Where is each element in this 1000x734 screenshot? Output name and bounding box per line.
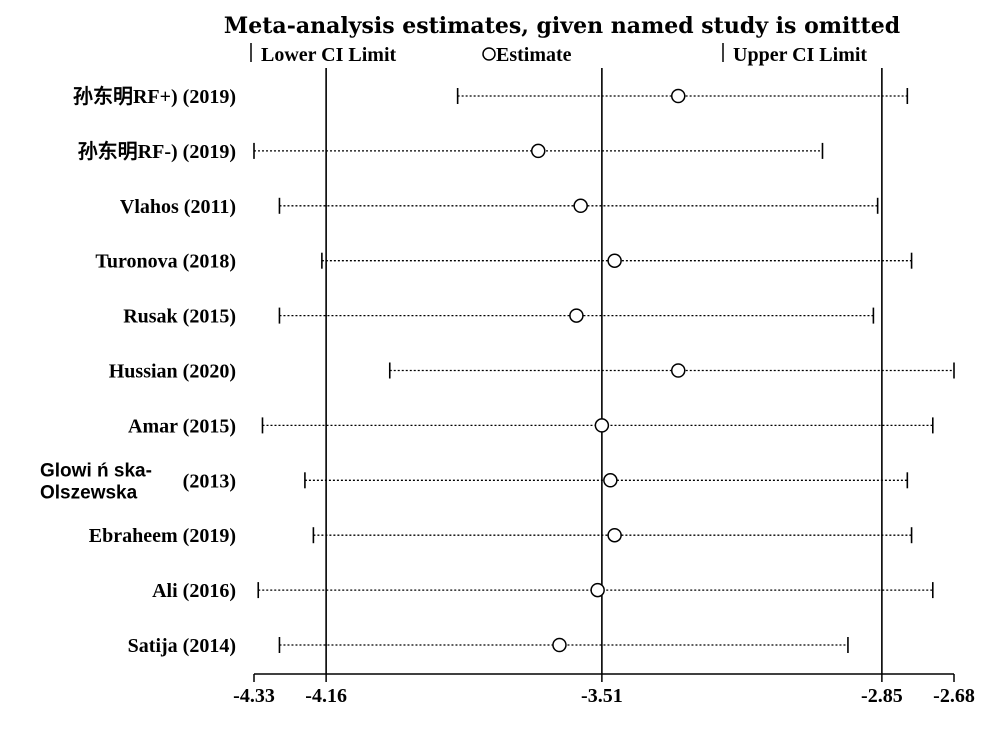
estimate-marker-9	[590, 582, 605, 598]
study-year-7: (2013)	[183, 470, 236, 492]
study-label-10: Satija (2014)	[128, 635, 236, 657]
study-label-8: Ebraheem (2019)	[89, 525, 236, 547]
study-label-4: Rusak (2015)	[123, 306, 236, 328]
x-tick-label-4: -2.68	[933, 685, 975, 707]
study-name-9: Ali	[152, 580, 183, 602]
study-year-6: (2015)	[183, 415, 236, 437]
estimate-marker-6	[594, 418, 610, 433]
study-label-5: Hussian (2020)	[109, 361, 236, 383]
study-label-1: 孙东明RF-) (2019)	[78, 139, 236, 163]
legend-upper-label: Upper CI Limit	[733, 44, 867, 66]
estimate-marker-2	[573, 198, 588, 214]
study-name-5: Hussian	[109, 361, 183, 383]
study-name-line-7-1: Olszewska	[40, 482, 138, 503]
study-year-0: (2019)	[183, 86, 236, 108]
study-year-3: (2018)	[183, 251, 236, 273]
estimate-marker-4	[569, 308, 584, 323]
estimate-marker-1	[530, 143, 546, 159]
x-tick-label-2: -3.51	[581, 685, 623, 707]
study-year-1: (2019)	[183, 141, 236, 163]
study-label-9: Ali (2016)	[152, 580, 236, 602]
study-name-1: 孙东明RF-)	[78, 139, 183, 163]
study-label-0: 孙东明RF+) (2019)	[73, 84, 236, 108]
legend-estimate-label: Estimate	[496, 44, 572, 66]
study-name-8: Ebraheem	[89, 525, 183, 547]
x-tick-label-1: -4.16	[305, 685, 347, 707]
study-label-2: Vlahos (2011)	[120, 196, 236, 218]
study-name-2: Vlahos	[120, 196, 184, 218]
study-name-line-7-0: Glowi ń ska-	[40, 460, 152, 481]
estimate-marker-0	[670, 88, 686, 104]
study-year-2: (2011)	[184, 196, 236, 218]
study-year-10: (2014)	[183, 635, 236, 657]
estimate-marker-3	[607, 253, 622, 268]
chart-title: Meta-analysis estimates, given named stu…	[224, 13, 900, 39]
study-label-6: Amar (2015)	[128, 415, 236, 437]
study-name-3: Turonova	[95, 251, 182, 273]
study-year-4: (2015)	[183, 306, 236, 328]
estimate-marker-10	[552, 637, 567, 653]
study-name-10: Satija	[128, 635, 183, 657]
estimate-marker-7	[603, 473, 618, 488]
estimate-marker-8	[607, 527, 622, 543]
legend-lower-label: Lower CI Limit	[261, 44, 397, 66]
study-name-6: Amar	[128, 415, 183, 437]
legend-estimate-marker	[482, 47, 496, 61]
study-year-9: (2016)	[183, 580, 236, 602]
x-tick-label-3: -2.85	[861, 685, 903, 707]
x-tick-label-0: -4.33	[233, 685, 275, 707]
study-year-5: (2020)	[183, 361, 236, 383]
legend: Lower CI Limit Estimate Upper CI Limit	[250, 43, 867, 66]
estimate-marker-5	[670, 363, 686, 378]
study-label-3: Turonova (2018)	[95, 251, 236, 273]
study-name-4: Rusak	[123, 306, 182, 328]
study-name-0: 孙东明RF+)	[73, 84, 183, 108]
study-year-8: (2019)	[183, 525, 236, 547]
